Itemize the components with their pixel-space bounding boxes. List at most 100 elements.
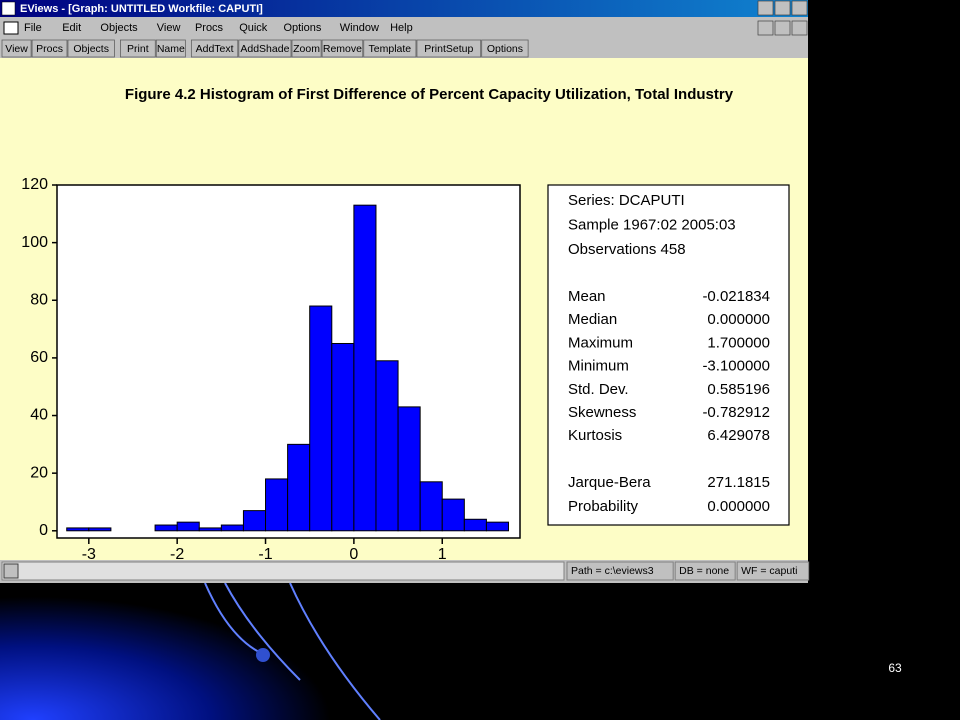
histogram-bar [66,527,90,532]
status-text: WF = caputi [741,565,797,577]
toolbar-button[interactable] [481,39,529,58]
scroll-box[interactable] [3,563,19,579]
toolbar-button[interactable] [1,39,32,58]
histogram-bar [331,342,355,532]
histogram-bar [88,527,112,532]
toolbar-button-label[interactable]: Zoom [293,43,320,55]
stat-value: 0.000000 [707,498,770,515]
x-tick-label: -3 [82,546,96,563]
toolbar-button-label[interactable]: Print [127,43,149,55]
status-text: Path = c:\eviews3 [571,565,654,577]
status-field [736,561,810,581]
stat-value: 271.1815 [707,474,770,491]
y-tick-label: 100 [21,234,48,251]
histogram-bar [485,521,510,532]
toolbar-button[interactable] [120,39,156,58]
scrollbar[interactable] [1,561,565,581]
y-tick-label: 40 [30,407,48,424]
x-tick-label: 0 [349,546,358,563]
histogram-bar [265,478,289,532]
menu-item[interactable]: Help [390,22,413,34]
toolbar-button[interactable] [416,39,482,58]
histogram-bar [176,521,200,532]
histogram-bar [353,204,377,532]
window-control[interactable] [791,20,808,36]
toolbar-button-label[interactable]: AddText [196,43,234,55]
toolbar-button[interactable] [321,39,364,58]
stat-value: 1.700000 [707,334,770,351]
window-control[interactable] [757,0,774,16]
stat-value: 0.000000 [707,311,770,328]
toolbar-button[interactable] [238,39,292,58]
stat-label: Minimum [568,358,629,375]
toolbar-button-label[interactable]: AddShade [240,43,289,55]
stat-label: Median [568,311,617,328]
menu-item[interactable]: View [157,22,181,34]
stats-header: Sample 1967:02 2005:03 [568,216,736,233]
histogram-bar [242,510,267,532]
histogram-bar [441,498,465,532]
toolbar-button-label[interactable]: Options [487,43,523,55]
stat-label: Maximum [568,334,633,351]
stats-header: Series: DCAPUTI [568,192,685,209]
stats-header: Observations 458 [568,241,686,258]
stats-box [547,184,790,526]
x-tick-label: 1 [438,546,447,563]
histogram-bar [154,524,178,532]
app-icon [1,1,16,16]
stat-label: Probability [568,498,639,515]
window-control[interactable] [757,20,774,36]
stat-value: -0.782912 [702,404,770,421]
stat-value: 0.585196 [707,381,770,398]
slide-decoration [0,583,330,720]
stat-label: Skewness [568,404,636,421]
y-tick-label: 0 [39,522,48,539]
status-text: DB = none [679,565,729,577]
stat-value: 6.429078 [707,427,770,444]
menu-item[interactable]: Window [340,22,379,34]
stat-label: Std. Dev. [568,381,629,398]
toolbar-button-label[interactable]: View [5,43,28,55]
histogram-bar [397,406,421,532]
toolbar-button-label[interactable]: Template [369,43,412,55]
x-tick-label: -2 [170,546,184,563]
window-control[interactable] [791,0,808,16]
menu-icon [3,21,19,35]
status-field [566,561,674,581]
chart-title: Figure 4.2 Histogram of First Difference… [125,86,734,103]
y-tick-label: 120 [21,176,48,193]
toolbar-button-label[interactable]: Remove [323,43,362,55]
toolbar-button[interactable] [190,39,239,58]
window-title: EViews - [Graph: UNTITLED Workfile: CAPU… [20,3,263,15]
menu-item[interactable]: File [24,22,42,34]
menu-item[interactable]: Edit [62,22,81,34]
title-bar [0,0,808,17]
slide-number: 63 [888,661,902,675]
toolbar-button[interactable] [31,39,68,58]
menu-item[interactable]: Objects [100,22,138,34]
toolbar-button-label[interactable]: Objects [73,43,109,55]
toolbar-button-label[interactable]: Procs [36,43,63,55]
histogram-bar [309,305,333,532]
toolbar-button[interactable] [67,39,115,58]
window-control[interactable] [774,0,791,16]
stat-value: -0.021834 [702,288,770,305]
menu-item[interactable]: Quick [239,22,268,34]
status-field [674,561,736,581]
toolbar-button-label[interactable]: Name [157,43,185,55]
toolbar-button[interactable] [155,39,186,58]
stat-value: -3.100000 [702,358,770,375]
y-tick-label: 60 [30,349,48,366]
menu-item[interactable]: Options [283,22,321,34]
toolbar-button-label[interactable]: PrintSetup [424,43,473,55]
menu-item[interactable]: Procs [195,22,224,34]
slide-decoration-dot [256,648,270,662]
window-control[interactable] [774,20,791,36]
histogram-bar [463,518,487,532]
stat-label: Kurtosis [568,427,622,444]
stat-label: Mean [568,288,606,305]
toolbar-button[interactable] [291,39,322,58]
histogram-bar [220,524,244,532]
toolbar-button[interactable] [363,39,417,58]
